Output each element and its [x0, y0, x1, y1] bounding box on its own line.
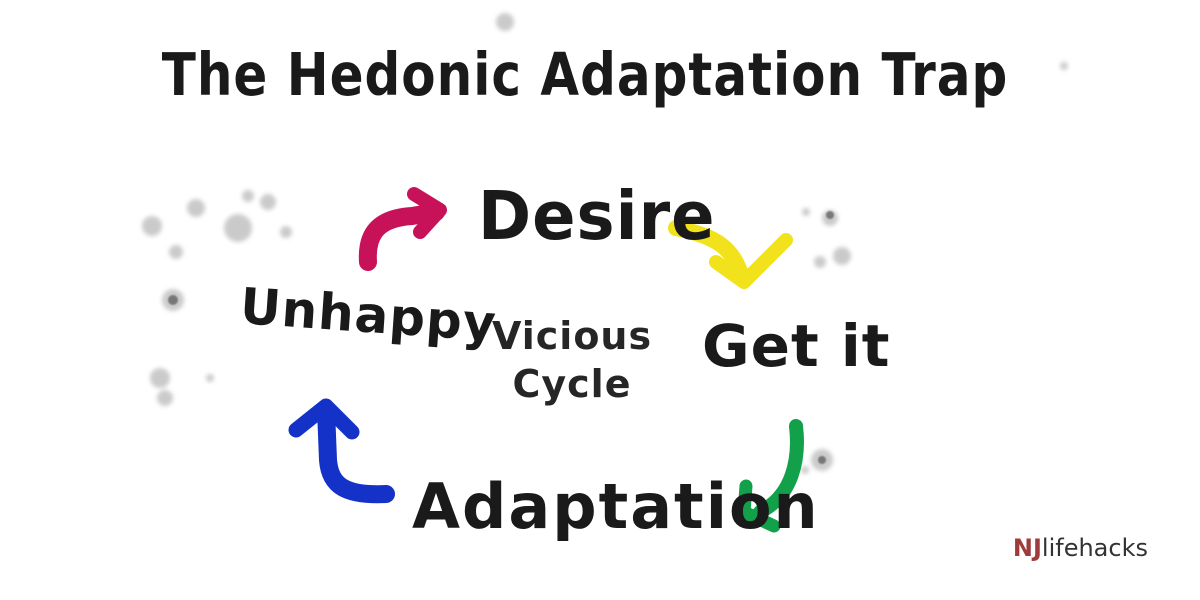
credit-prefix: NJ [1012, 534, 1042, 562]
node-get-it: Get it [702, 312, 891, 380]
center-label: Vicious Cycle [492, 312, 652, 408]
dark-spots [168, 211, 834, 464]
diagram-title: The Hedonic Adaptation Trap [161, 40, 1009, 110]
arrow-desire-to-getit [668, 220, 793, 289]
credit-suffix: lifehacks [1041, 534, 1148, 562]
curved-arrow-icon [358, 203, 445, 271]
center-label-text: Vicious Cycle [492, 314, 653, 406]
curved-arrow-icon [753, 419, 804, 519]
arrow-unhappy-to-desire [358, 187, 447, 271]
node-adaptation: Adaptation [412, 470, 820, 543]
node-desire: Desire [478, 178, 716, 256]
curved-arrow-icon [317, 401, 395, 504]
curved-arrow-icon [668, 220, 750, 286]
credit-watermark: NJlifehacks [1013, 534, 1148, 562]
arrow-adaptation-to-unhappy [288, 398, 395, 504]
arrow-getit-to-adaptation [737, 419, 804, 533]
